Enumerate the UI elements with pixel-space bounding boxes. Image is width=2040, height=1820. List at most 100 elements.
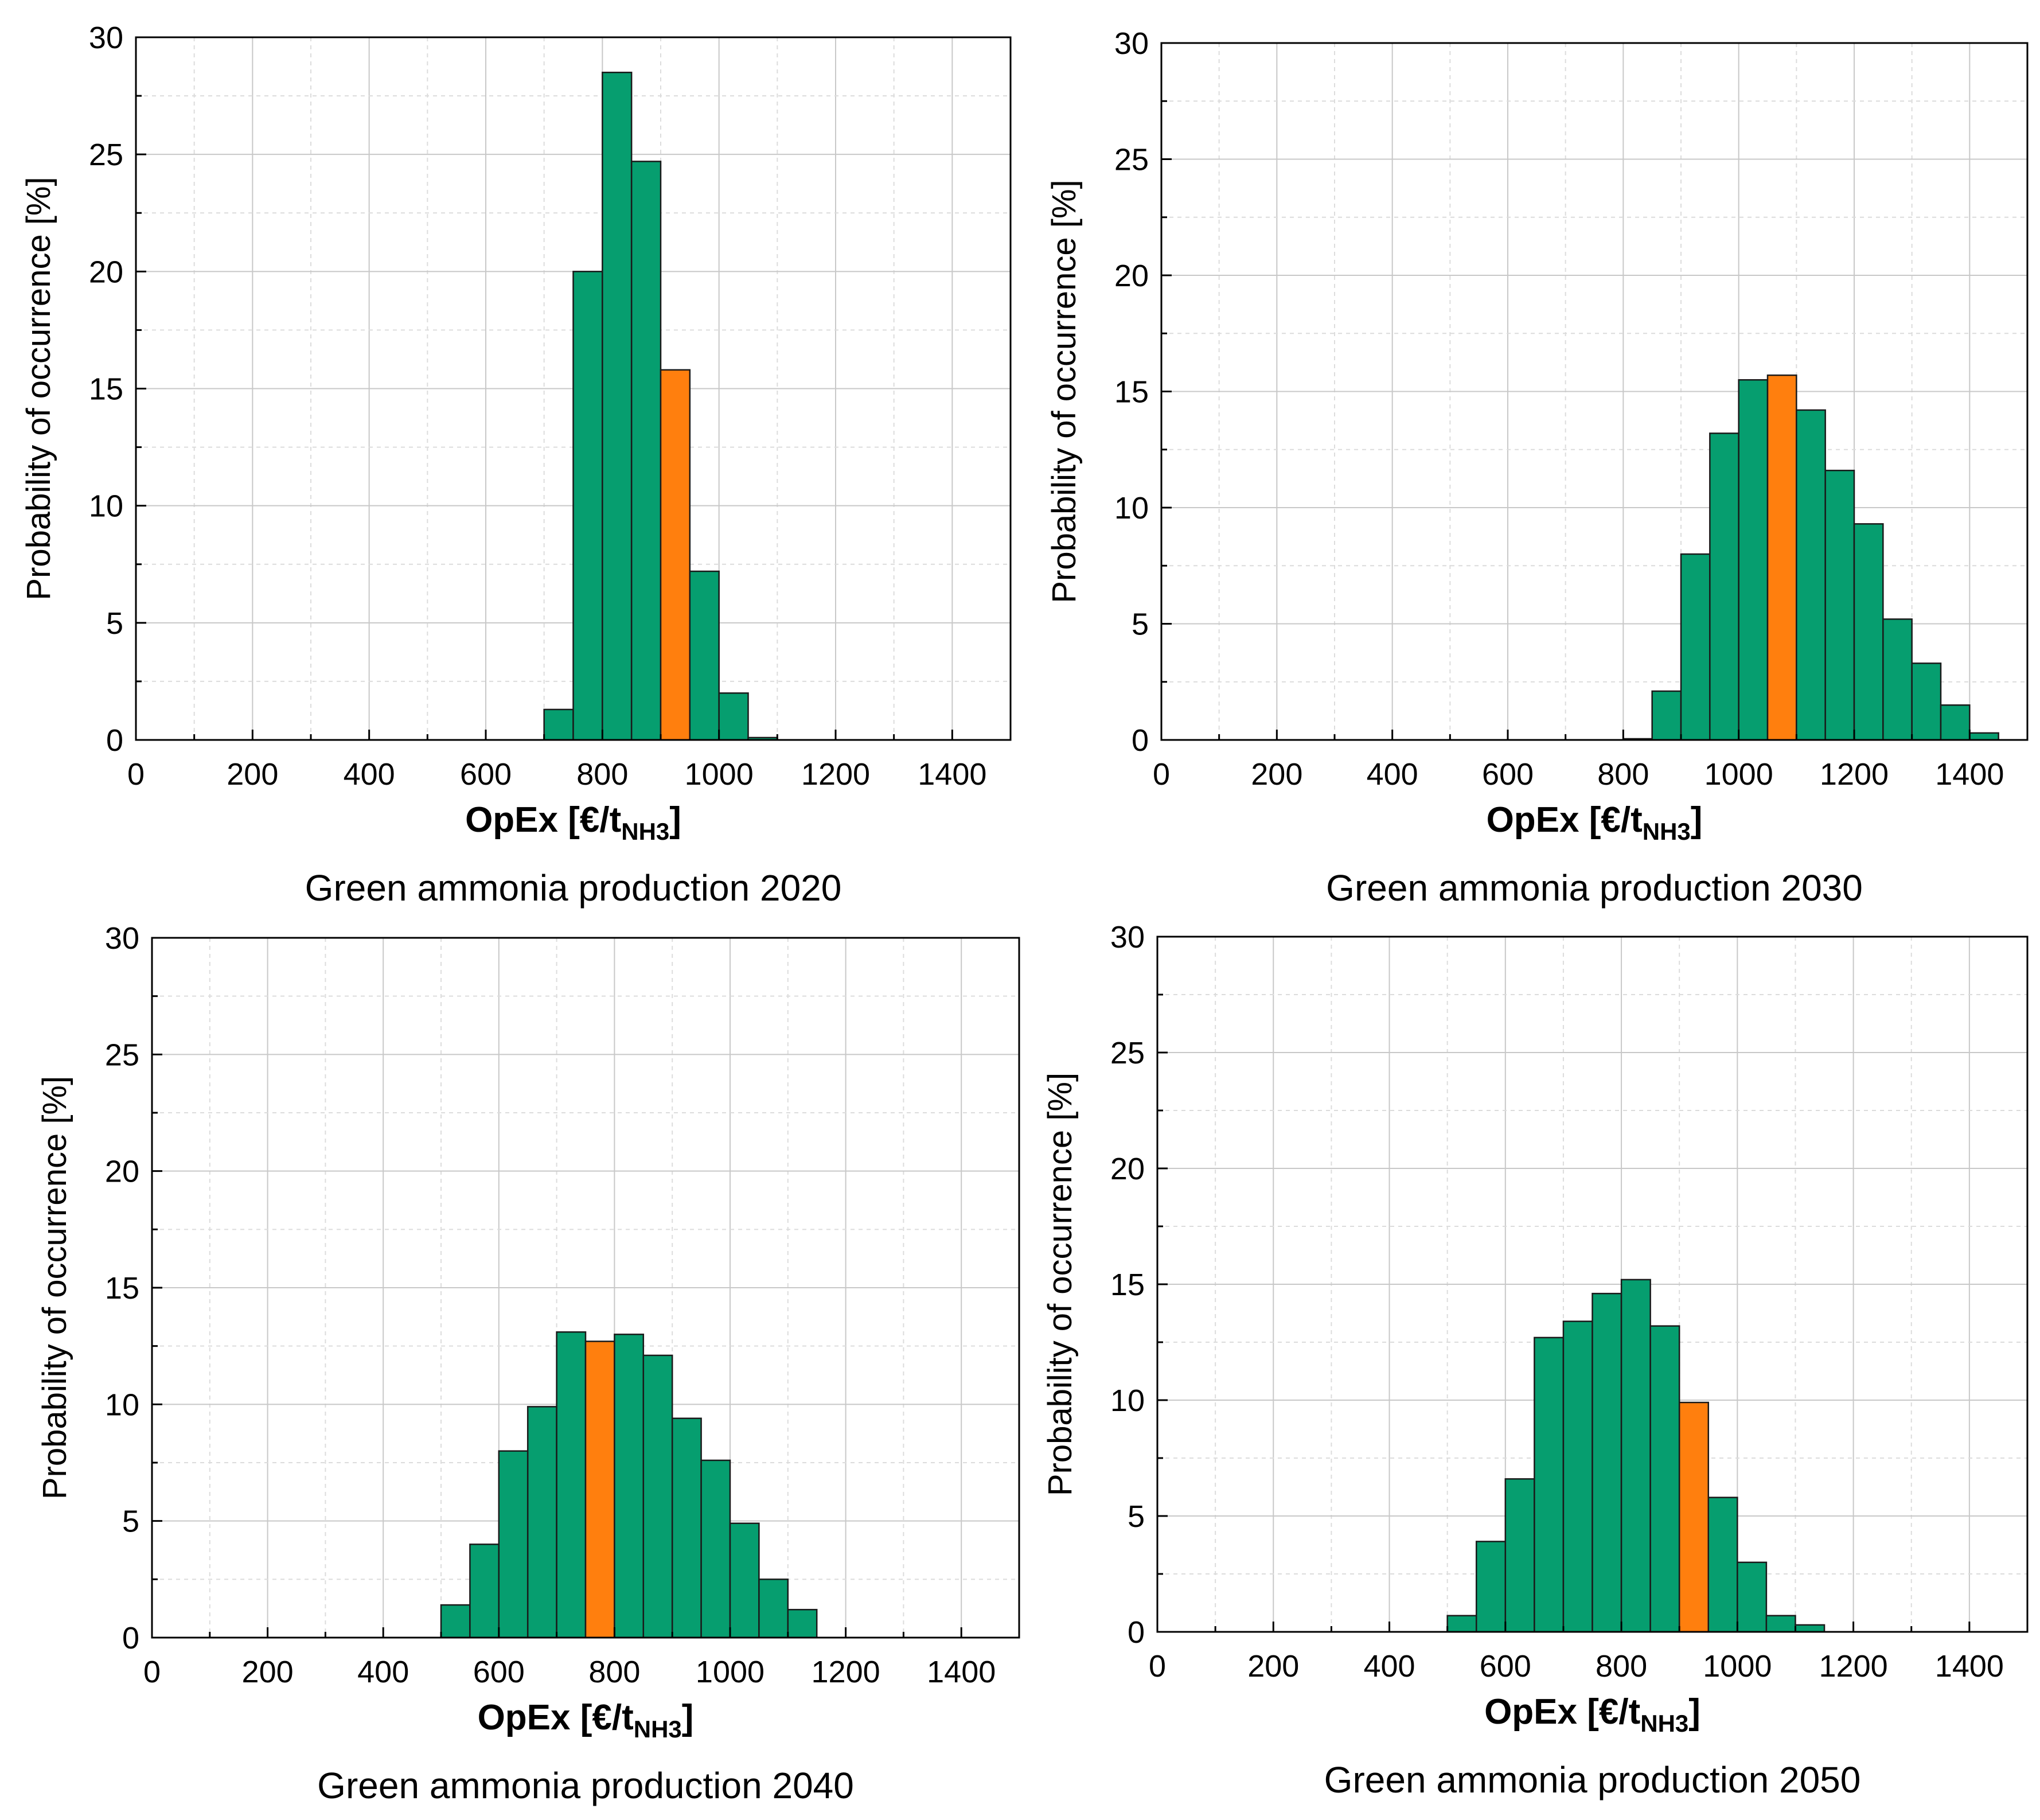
histogram-bar [543,708,574,741]
y-tick-label: 5 [122,1505,139,1539]
x-tick-label: 1000 [696,1655,764,1689]
x-axis-label-subscript: NH3 [1640,1710,1688,1737]
histogram-bar [440,1604,471,1639]
y-tick-label: 20 [1114,259,1149,293]
caption-year: 2020 [760,867,841,909]
x-tick-label: 1400 [1935,1649,2004,1683]
histogram-bar [572,271,603,741]
histogram-bar [1940,704,1971,741]
y-tick-label: 30 [89,21,123,55]
caption-year: 2050 [1779,1759,1860,1800]
y-tick-label: 0 [1128,1615,1145,1650]
histogram-bar [660,369,691,741]
y-tick-label: 10 [105,1388,139,1422]
x-axis-label-main: OpEx [€/t [465,800,621,840]
x-tick-label: 400 [357,1655,409,1689]
histogram-bar [630,161,662,741]
y-tick-label: 25 [105,1038,139,1072]
y-tick-label: 5 [1128,1499,1145,1534]
y-tick-label: 30 [1114,26,1149,61]
x-tick-label: 800 [1597,757,1649,792]
x-tick-label: 600 [1480,1649,1531,1683]
y-tick-label: 5 [1132,607,1149,642]
x-axis-label-main: OpEx [€/t [1487,800,1643,840]
histogram-bar [1738,379,1769,741]
chart-panel-2030: 0 200 400 600 800 1000 1200 1400 0 5 10 15 20 25 30 Pr… [1046,26,2029,909]
histogram-bar [1534,1336,1565,1633]
y-tick-label: 20 [89,255,123,289]
x-tick-label: 400 [1363,1649,1415,1683]
caption-main: Green ammonia production [1326,867,1771,909]
y-axis-label: Probability of occurrence [%] [1046,180,1083,603]
x-tick-label: 1400 [918,757,986,792]
x-tick-label: 600 [460,757,512,792]
histogram-bar [1707,1496,1738,1633]
chart-panel-2050: 0 200 400 600 800 1000 1200 1400 0 5 10 15 20 25 30 Pr… [1042,920,2029,1800]
histogram-bar [1969,732,1999,741]
y-axis-label: Probability of occurrence [%] [20,177,57,600]
histogram-bar [498,1450,529,1639]
histogram-bar [526,1406,557,1639]
x-tick-label: 1000 [1704,757,1773,792]
histogram-bar [1737,1561,1768,1633]
histogram-bar [758,1579,789,1639]
y-tick-label: 0 [106,723,123,758]
x-axis-label-end: ] [1691,800,1703,840]
x-axis-label-end: ] [682,1698,694,1737]
x-tick-label: 0 [143,1655,161,1689]
histogram-bar [469,1544,500,1639]
x-tick-label: 1000 [1703,1649,1772,1683]
x-axis-label: OpEx [€/tNH3] [1484,1692,1700,1737]
x-tick-label: 1200 [1820,757,1889,792]
y-axis-label: Probability of occurrence [%] [36,1076,73,1499]
histogram-bar [729,1522,760,1639]
x-axis-label-main: OpEx [€/t [1484,1692,1640,1732]
y-tick-label: 20 [1110,1152,1145,1186]
x-tick-label: 200 [1247,1649,1299,1683]
x-tick-label: 0 [1149,1649,1166,1683]
histogram-bar [700,1459,731,1639]
chart-caption: Green ammonia production 2050 [1324,1759,1861,1800]
histogram-bar [689,570,720,741]
axis-ticks: 0 200 400 600 800 1000 1200 1400 0 5 10 15 20 25 30 [89,21,1012,792]
axis-ticks: 0 200 400 600 800 1000 1200 1400 0 5 10 15 20 25 30 [105,921,1020,1689]
x-tick-label: 0 [1153,757,1170,792]
histogram-bar [556,1331,587,1639]
histogram-bar [1649,1325,1680,1633]
axis-ticks: 0 200 400 600 800 1000 1200 1400 0 5 10 15 20 25 30 [1110,920,2029,1683]
histogram-bar [1765,1615,1796,1633]
histogram-bar [1651,690,1682,741]
histogram-bars [1446,1279,1826,1633]
histogram-bar [1796,409,1826,741]
histogram-bars [1622,374,1999,741]
histogram-bar [1709,432,1739,741]
x-tick-label: 800 [576,757,628,792]
x-axis-label-end: ] [1688,1692,1700,1732]
caption-main: Green ammonia production [305,867,750,909]
histogram-bar [1678,1401,1710,1633]
caption-year: 2040 [772,1765,853,1806]
caption-main: Green ammonia production [317,1765,762,1806]
histogram-bar [1766,374,1797,741]
y-tick-label: 20 [105,1155,139,1189]
histogram-bar [1882,618,1913,741]
histogram-bar [1824,469,1855,741]
histogram-bar [1504,1478,1535,1633]
y-tick-label: 25 [1110,1036,1145,1070]
x-tick-label: 600 [473,1655,525,1689]
histogram-bar [1680,553,1711,741]
y-tick-label: 10 [1114,491,1149,525]
y-tick-label: 15 [89,372,123,407]
chart-panel-2020: 0 200 400 600 800 1000 1200 1400 0 5 10 15 20 25 30 Pr… [20,21,1012,909]
y-tick-label: 5 [106,606,123,641]
histogram-bar [584,1340,615,1639]
histogram-bar [1446,1615,1477,1633]
y-axis-label: Probability of occurrence [%] [1042,1073,1079,1496]
histogram-bar [1620,1279,1651,1633]
y-tick-label: 30 [1110,920,1145,954]
x-tick-label: 400 [344,757,395,792]
chart-caption: Green ammonia production 2030 [1326,867,1863,909]
x-tick-label: 1400 [1935,757,2004,792]
x-axis-label-subscript: NH3 [634,1716,682,1743]
histogram-bar [671,1417,702,1639]
